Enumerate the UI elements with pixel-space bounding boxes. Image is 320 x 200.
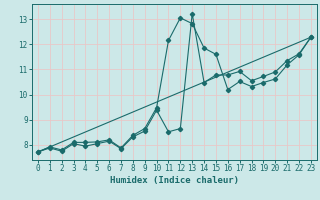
X-axis label: Humidex (Indice chaleur): Humidex (Indice chaleur) xyxy=(110,176,239,185)
